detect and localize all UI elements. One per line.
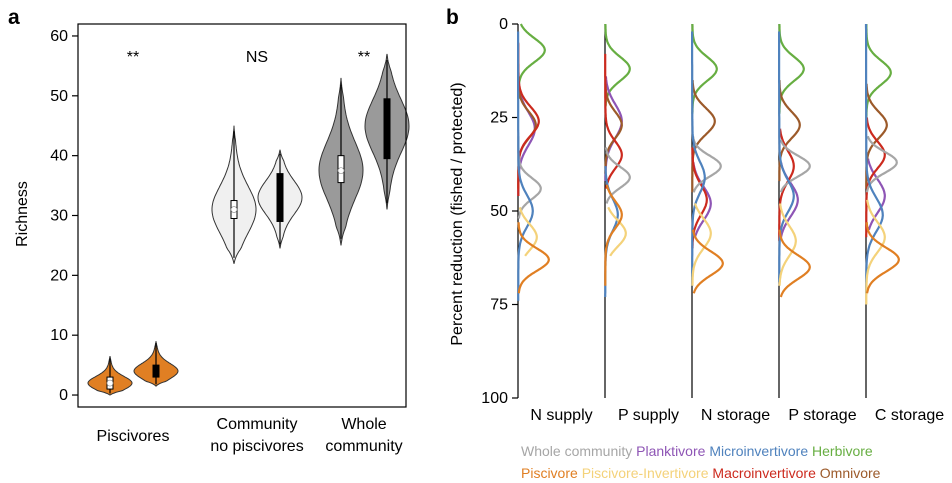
column-label: C storage bbox=[875, 407, 944, 424]
density-curve-piscivore-invertivore bbox=[778, 203, 797, 286]
density-curve-macroinvertivore bbox=[865, 117, 886, 238]
density-curve-piscivore-invertivore bbox=[607, 206, 627, 257]
density-curve-piscivore-invertivore bbox=[865, 199, 886, 305]
density-curve-herbivore bbox=[865, 23, 892, 118]
legend-item-piscivore-invertivore: Piscivore-Invertivore bbox=[582, 465, 709, 481]
panel-a-ylabel: Richness bbox=[14, 181, 31, 247]
density-curve-piscivore bbox=[865, 221, 900, 294]
legend-item-omnivore: Omnivore bbox=[820, 465, 881, 481]
density-curve-macroinvertivore bbox=[604, 53, 623, 189]
legend-row: Piscivore Piscivore-Invertivore Macroinv… bbox=[521, 465, 881, 481]
legend-item-piscivore: Piscivore bbox=[521, 465, 578, 481]
violin-median bbox=[276, 194, 284, 201]
y-tick-label: 50 bbox=[490, 203, 508, 220]
density-curve-omnivore bbox=[691, 80, 716, 193]
violin-median bbox=[152, 367, 160, 375]
column-label: N supply bbox=[530, 407, 592, 424]
density-curve-herbivore bbox=[691, 23, 718, 114]
panel-b-legend: Whole community Planktivore Microinverti… bbox=[521, 443, 881, 481]
density-curve-whole bbox=[865, 135, 898, 193]
category-label: Piscivores bbox=[97, 428, 170, 445]
y-tick-label: 40 bbox=[50, 148, 68, 165]
panel-b-density-curves bbox=[517, 23, 900, 305]
density-curve-omnivore bbox=[778, 80, 801, 182]
density-curve-whole bbox=[779, 139, 811, 193]
violin-median bbox=[337, 167, 345, 174]
category-label: community bbox=[325, 438, 402, 455]
y-tick-label: 20 bbox=[50, 267, 68, 284]
y-tick-label: 60 bbox=[50, 28, 68, 45]
density-curve-microinvertivore bbox=[778, 31, 795, 283]
density-curve-microinvertivore bbox=[691, 31, 706, 286]
density-curve-herbivore bbox=[517, 23, 546, 100]
y-tick-label: 75 bbox=[490, 297, 508, 314]
y-tick-label: 10 bbox=[50, 327, 68, 344]
column-label: P storage bbox=[788, 407, 856, 424]
panel-a-letter: a bbox=[8, 6, 20, 29]
density-curve-piscivore bbox=[604, 184, 623, 286]
density-curve-microinvertivore bbox=[517, 31, 534, 301]
panel-b-letter: b bbox=[446, 6, 459, 29]
density-curve-piscivore-invertivore bbox=[691, 203, 712, 286]
panel-a-significance: ** NS ** bbox=[127, 49, 370, 66]
density-curve-herbivore bbox=[778, 23, 805, 114]
panel-b: b Percent reduction (fished / protected)… bbox=[446, 6, 944, 481]
column-label: N storage bbox=[701, 407, 770, 424]
column-label: P supply bbox=[618, 407, 679, 424]
legend-item-macroinvertivore: Macroinvertivore bbox=[712, 465, 816, 481]
panel-a-categories: Piscivores Community no piscivores Whole com… bbox=[97, 416, 403, 455]
density-curve-omnivore bbox=[604, 83, 623, 174]
panel-a: a Richness 0 10 20 30 40 50 60 ** NS ** Piscivor… bbox=[8, 6, 410, 455]
legend-row: Whole community Planktivore Microinverti… bbox=[521, 443, 873, 459]
y-tick-label: 50 bbox=[50, 88, 68, 105]
y-tick-label: 0 bbox=[499, 16, 508, 33]
y-tick-label: 25 bbox=[490, 110, 508, 127]
legend-item-planktivore: Planktivore bbox=[636, 443, 705, 459]
panel-a-violins bbox=[87, 53, 410, 396]
density-curve-piscivore bbox=[692, 229, 724, 294]
panel-b-ylabel: Percent reduction (fished / protected) bbox=[449, 82, 466, 345]
panel-b-column-labels: N supply P supply N storage P storage C stor… bbox=[530, 407, 944, 424]
category-label: no piscivores bbox=[210, 438, 303, 455]
panel-b-y-ticks: 0 25 50 75 100 bbox=[481, 16, 518, 407]
y-tick-label: 0 bbox=[59, 387, 68, 404]
density-curve-whole bbox=[691, 135, 722, 193]
density-curve-piscivore bbox=[517, 221, 550, 294]
y-tick-label: 100 bbox=[481, 390, 508, 407]
y-tick-label: 30 bbox=[50, 208, 68, 225]
density-curve-microinvertivore bbox=[864, 24, 884, 294]
significance-label: ** bbox=[127, 49, 139, 66]
legend-item-herbivore: Herbivore bbox=[812, 443, 873, 459]
panel-a-y-ticks: 0 10 20 30 40 50 60 bbox=[50, 28, 78, 404]
category-label: Community bbox=[217, 416, 298, 433]
panel-a-frame bbox=[77, 23, 407, 408]
legend-item-whole: Whole community bbox=[521, 443, 632, 459]
violin-median bbox=[230, 206, 238, 213]
violin-median bbox=[106, 379, 114, 387]
legend-item-microinvertivore: Microinvertivore bbox=[709, 443, 808, 459]
significance-label: NS bbox=[246, 49, 268, 66]
significance-label: ** bbox=[358, 49, 370, 66]
density-curve-piscivore bbox=[778, 229, 811, 298]
category-label: Whole bbox=[341, 416, 386, 433]
density-curve-piscivore-invertivore bbox=[518, 206, 538, 257]
density-curve-whole bbox=[604, 146, 631, 204]
violin-median bbox=[383, 122, 391, 130]
